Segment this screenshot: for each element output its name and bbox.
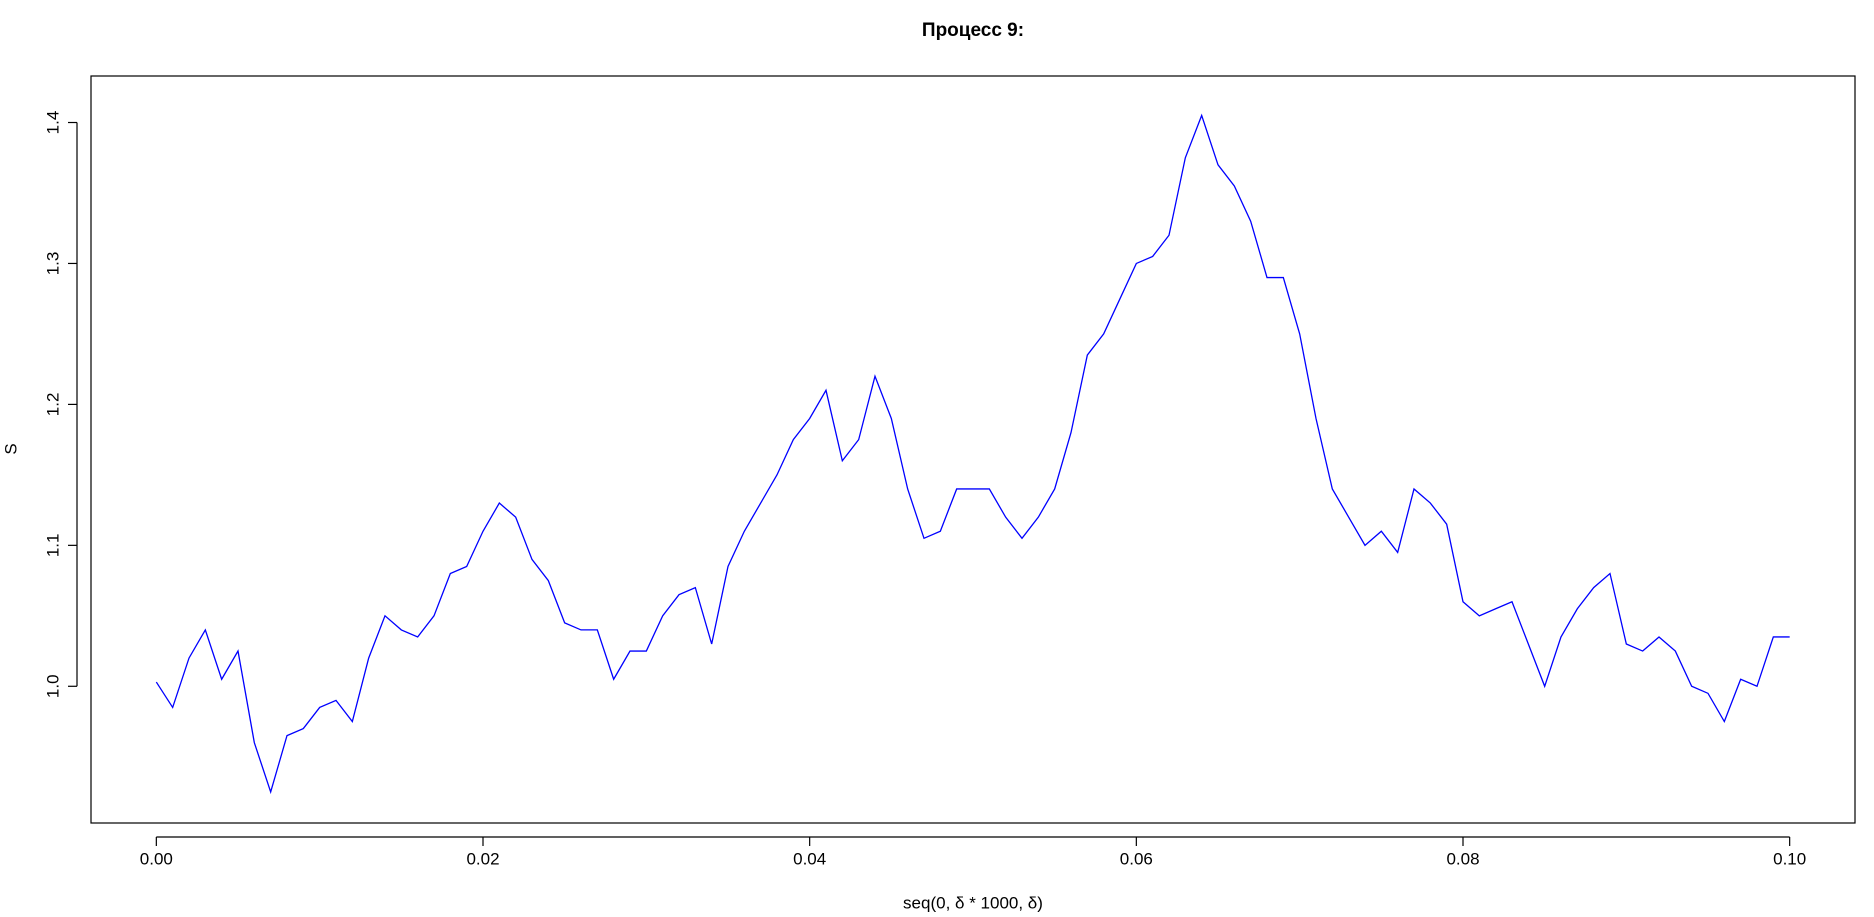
y-axis-label: S (1, 443, 20, 454)
x-tick-label: 0.04 (793, 849, 826, 868)
x-tick-label: 0.02 (466, 849, 499, 868)
x-tick-label: 0.06 (1120, 849, 1153, 868)
y-tick-label: 1.2 (43, 393, 62, 417)
x-axis-label: seq(0, δ * 1000, δ) (903, 893, 1043, 912)
x-tick-label: 0.08 (1446, 849, 1479, 868)
data-line (155, 113, 1790, 795)
y-tick-label: 1.3 (43, 252, 62, 276)
y-tick-label: 1.4 (43, 111, 62, 135)
y-tick-label: 1.1 (43, 534, 62, 558)
y-tick-label: 1.0 (43, 674, 62, 698)
x-tick-label: 0.10 (1773, 849, 1806, 868)
plot-frame (90, 75, 1856, 824)
chart-title: Процесс 9: (922, 20, 1024, 41)
x-tick-label: 0.00 (140, 849, 173, 868)
